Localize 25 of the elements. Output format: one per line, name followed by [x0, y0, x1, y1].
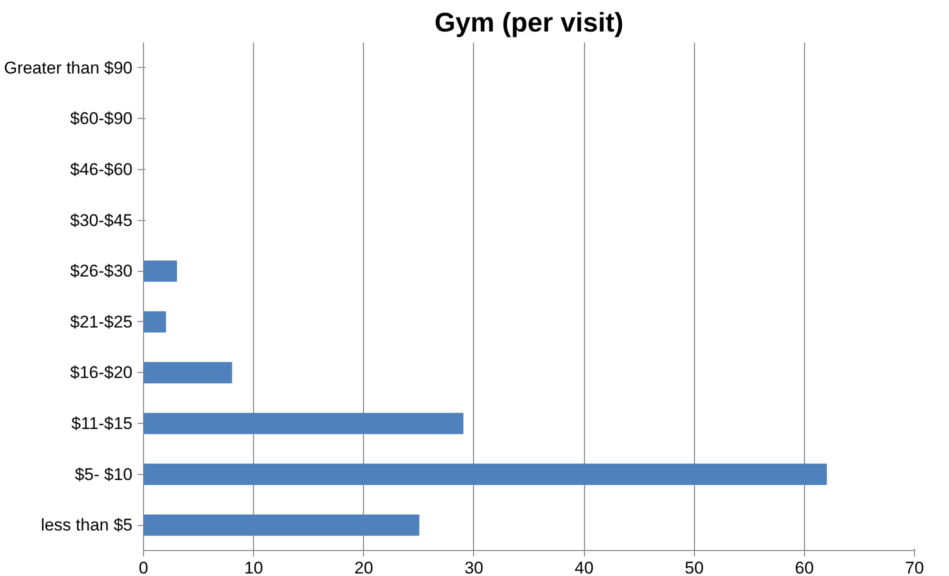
y-tick-label: $60-$90	[70, 109, 132, 128]
y-tick-label: $46-$60	[70, 160, 132, 179]
bar	[144, 464, 827, 485]
x-tick-label: 40	[574, 558, 594, 576]
x-tick-label: 10	[244, 558, 264, 576]
x-tick-label: 30	[464, 558, 484, 576]
y-tick-label: $16-$20	[70, 363, 132, 382]
y-tick-label: Greater than $90	[4, 58, 132, 78]
x-tick-label: 0	[138, 558, 148, 576]
x-tick-label: 60	[794, 558, 814, 576]
bar	[144, 260, 178, 282]
y-tick-label: less than $5	[40, 516, 133, 535]
y-tick-label: $5- $10	[74, 464, 133, 484]
bar	[144, 362, 232, 384]
y-tick-label: $30-$45	[70, 210, 132, 230]
chart-title: Gym (per visit)	[434, 8, 624, 38]
y-tick-label: $21-$25	[70, 312, 132, 332]
bar	[144, 412, 464, 434]
bar	[144, 514, 420, 536]
y-tick-label: $26-$30	[70, 262, 132, 281]
bar	[144, 311, 166, 333]
x-tick-label: 20	[354, 558, 374, 576]
y-tick-label: $11-$15	[71, 414, 133, 433]
x-tick-label: 70	[905, 558, 924, 576]
x-tick-label: 50	[684, 558, 704, 576]
